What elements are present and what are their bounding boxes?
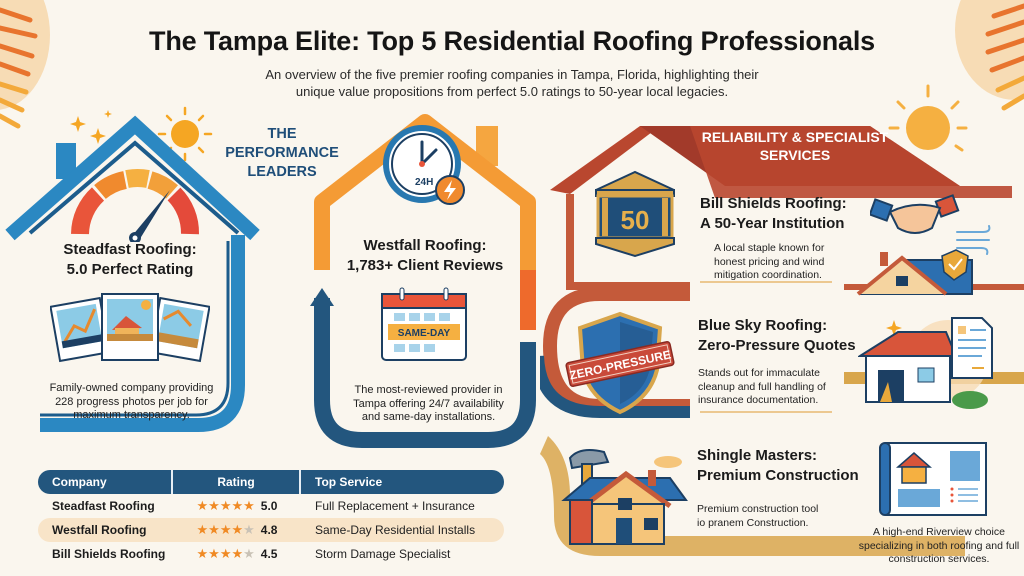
institution-50-badge-icon: 50 [595, 170, 675, 258]
column-header-company: Company [38, 470, 173, 494]
sun-icon [157, 106, 213, 162]
svg-text:50: 50 [621, 205, 650, 235]
wind-icon [956, 225, 991, 255]
company-cell: Westfall Roofing [52, 523, 147, 537]
star-rating-icon: ★★★★★ [196, 522, 255, 537]
service-cell: Same-Day Residential Installs [315, 523, 476, 537]
house-document-icon [858, 317, 993, 409]
company-cell: Bill Shields Roofing [52, 547, 166, 561]
rating-cell: ★★★★★ 4.5 [196, 546, 278, 561]
shinglemasters-description: Premium construction tool io pranem Cons… [697, 503, 819, 529]
company-cell: Steadfast Roofing [52, 499, 155, 513]
sun-icon [888, 84, 968, 152]
star-rating-icon: ★★★★★ [196, 498, 255, 513]
section-label-performance: THE PERFORMANCE LEADERS [225, 126, 339, 180]
steadfast-description: Family-owned company providing 228 progr… [49, 382, 214, 421]
service-cell: Full Replacement + Insurance [315, 499, 475, 513]
calendar-icon: SAME-DAY [381, 287, 467, 361]
bluesky-title: Blue Sky Roofing: Zero-Pressure Quotes [698, 317, 856, 354]
bluesky-description: Stands out for immaculate cleanup and fu… [698, 367, 826, 406]
blueprint-icon [879, 442, 987, 516]
rating-cell: ★★★★★ 5.0 [196, 498, 278, 513]
page-subtitle: An overview of the five premier roofing … [265, 67, 759, 99]
star-rating-icon: ★★★★★ [196, 546, 255, 561]
section-label-reliability: RELIABILITY & SPECIALIST SERVICES [701, 129, 889, 163]
svg-text:24H: 24H [415, 177, 433, 188]
column-header-top-service: Top Service [315, 475, 383, 489]
billshields-description: A local staple known for honest pricing … [714, 242, 825, 281]
shinglemasters-side-description: A high-end Riverview choice specializing… [858, 526, 1020, 565]
sparkle-icon [70, 110, 112, 144]
service-cell: Storm Damage Specialist [315, 547, 451, 561]
shinglemasters-title: Shingle Masters: Premium Construction [697, 447, 859, 484]
clock-24h-icon: 24H [383, 125, 465, 205]
westfall-house-frame [310, 114, 536, 448]
progress-photos-icon [50, 293, 210, 363]
table-row: Steadfast Roofing ★★★★★ 5.0 Full Replace… [38, 494, 504, 518]
westfall-title: Westfall Roofing: 1,783+ Client Reviews [346, 237, 504, 274]
ratings-table: Company Rating Top Service Steadfast Roo… [38, 470, 504, 566]
hammer-house-icon [561, 449, 688, 545]
steadfast-house-frame [5, 115, 260, 432]
page-title: The Tampa Elite: Top 5 Residential Roofi… [149, 26, 875, 56]
handshake-icon [870, 194, 960, 234]
shield-stamp-icon: ZERO-PRESSURE [565, 311, 675, 415]
table-row: Westfall Roofing ★★★★★ 4.8 Same-Day Resi… [38, 518, 504, 542]
column-header-rating: Rating [173, 470, 301, 494]
westfall-description: The most-reviewed provider in Tampa offe… [353, 384, 504, 423]
table-header: Company Rating Top Service [38, 470, 504, 494]
billshields-title: Bill Shields Roofing: A 50-Year Institut… [700, 195, 847, 232]
palm-leaf-right-icon [985, 3, 1024, 111]
rating-cell: ★★★★★ 4.8 [196, 522, 278, 537]
palm-leaf-left-icon [0, 7, 38, 129]
steadfast-title: Steadfast Roofing: 5.0 Perfect Rating [63, 241, 197, 278]
svg-text:SAME-DAY: SAME-DAY [398, 328, 451, 339]
speedometer-gauge-icon [71, 168, 199, 242]
table-row: Bill Shields Roofing ★★★★★ 4.5 Storm Dam… [38, 542, 504, 566]
roof-wind-shield-icon [856, 249, 973, 296]
